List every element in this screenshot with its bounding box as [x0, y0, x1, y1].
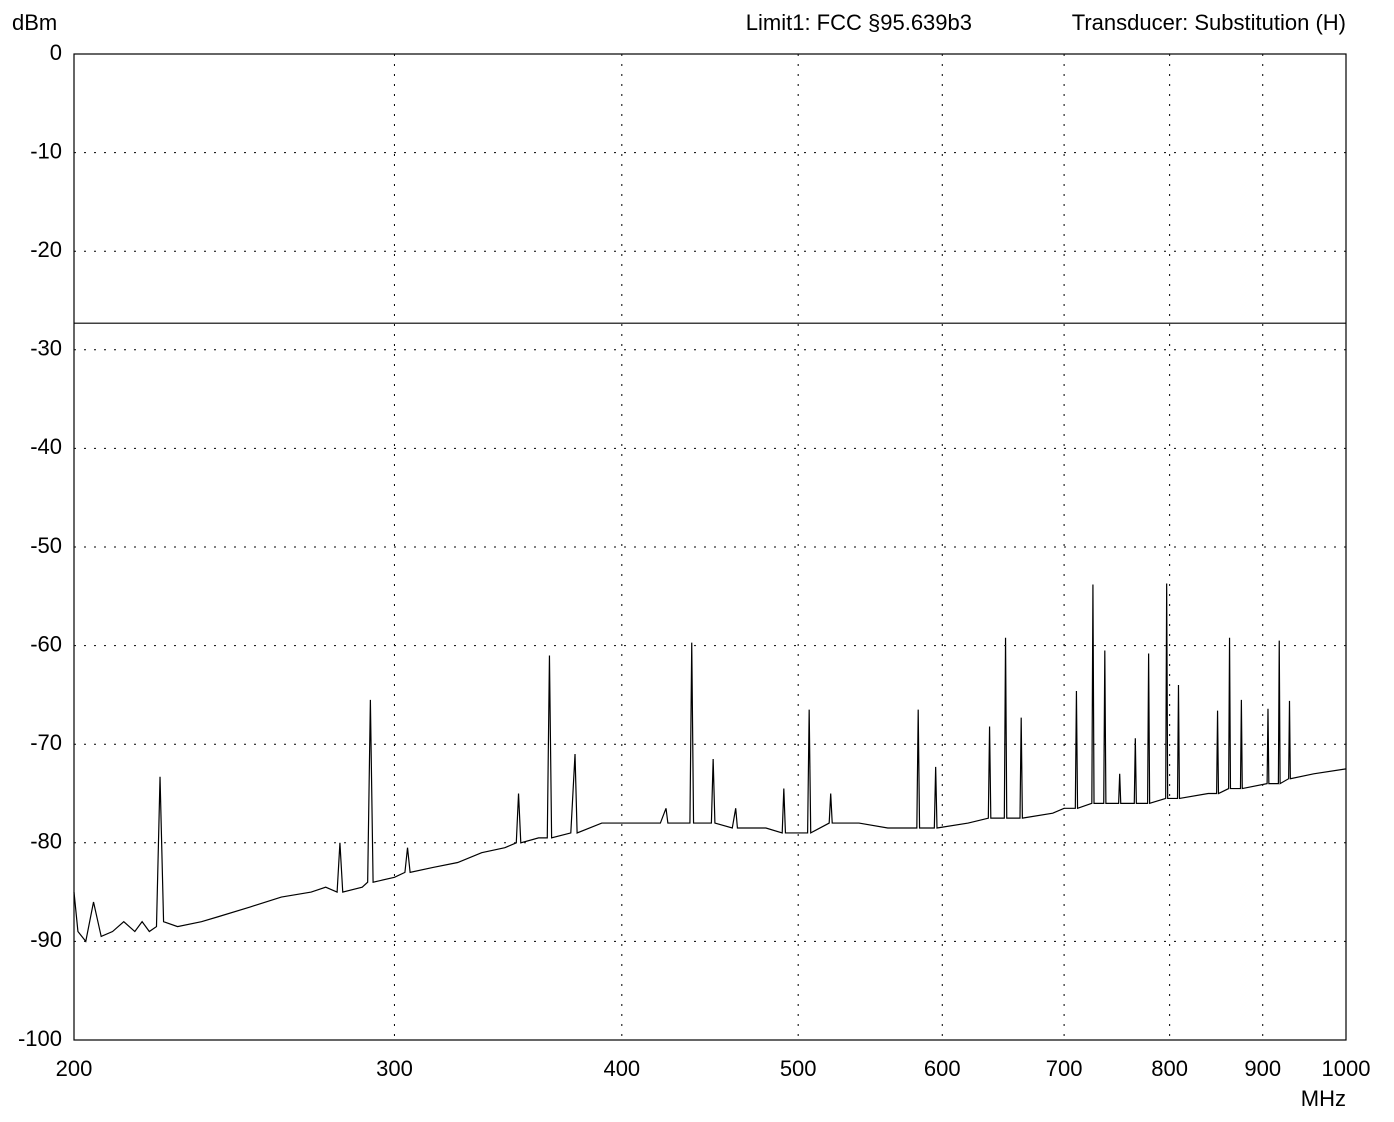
y-tick-label: -10: [30, 138, 62, 163]
x-tick-label: 200: [56, 1056, 93, 1081]
x-unit: MHz: [1301, 1086, 1346, 1111]
y-tick-label: -40: [30, 434, 62, 459]
transducer-label: Transducer: Substitution (H): [1072, 10, 1346, 35]
y-unit: dBm: [12, 10, 57, 35]
x-tick-label: 1000: [1322, 1056, 1371, 1081]
x-tick-label: 500: [780, 1056, 817, 1081]
y-tick-label: -30: [30, 336, 62, 361]
y-tick-label: -90: [30, 927, 62, 952]
y-tick-label: -20: [30, 237, 62, 262]
plot-frame: [73, 53, 1347, 1041]
trace: [73, 583, 1347, 943]
y-tick-label: -50: [30, 533, 62, 558]
x-tick-label: 700: [1046, 1056, 1083, 1081]
y-tick-label: -80: [30, 829, 62, 854]
x-tick-label: 600: [924, 1056, 961, 1081]
limit-label: Limit1: FCC §95.639b3: [746, 10, 972, 35]
x-tick-label: 300: [376, 1056, 413, 1081]
x-tick-label: 900: [1244, 1056, 1281, 1081]
y-tick-label: -100: [18, 1026, 62, 1051]
y-tick-label: 0: [50, 40, 62, 65]
y-tick-label: -60: [30, 631, 62, 656]
y-tick-label: -70: [30, 730, 62, 755]
x-tick-label: 800: [1151, 1056, 1188, 1081]
x-tick-label: 400: [603, 1056, 640, 1081]
